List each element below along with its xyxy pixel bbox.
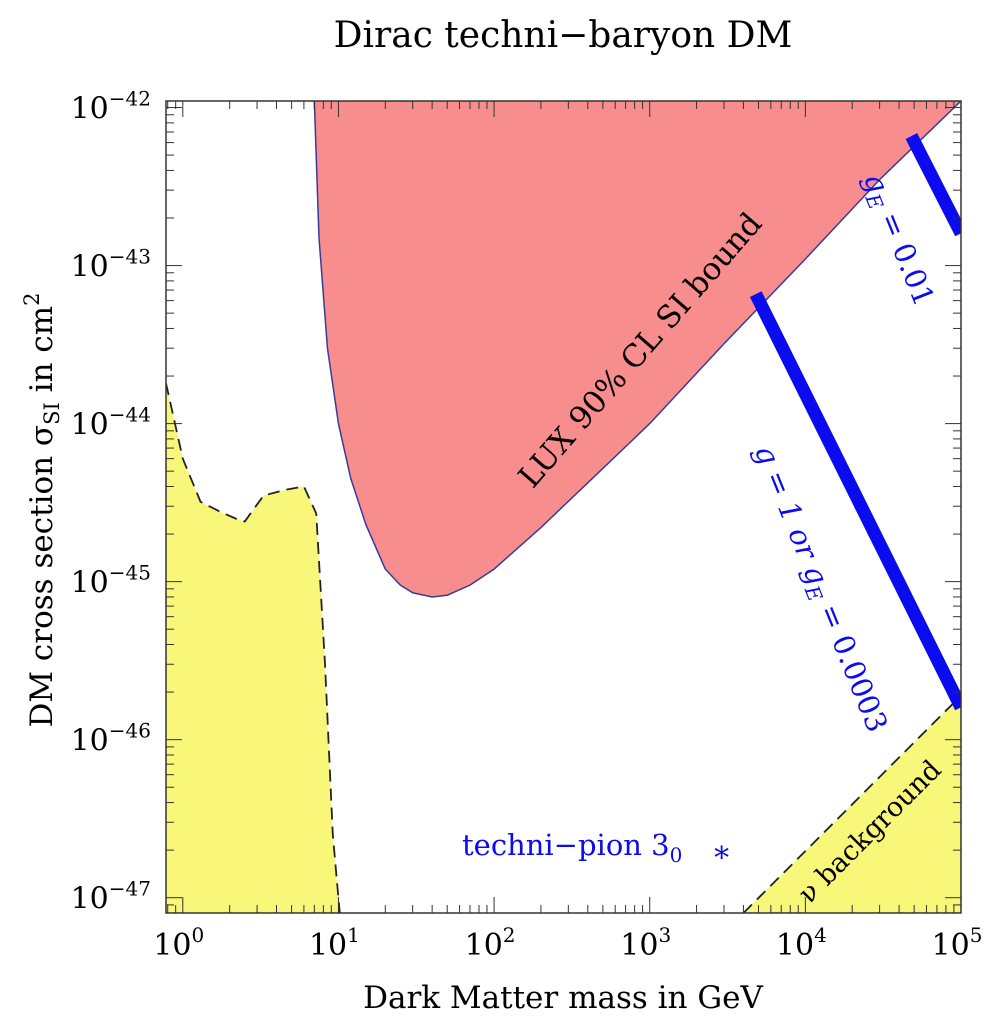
- x-axis-label: Dark Matter mass in GeV: [363, 980, 763, 1016]
- axis-ticks: [166, 101, 962, 914]
- x-tick-label: 100: [153, 923, 204, 963]
- tick-labels: 100 101 102 103 104 105 10−47 10−46 10−45 10−44 10…: [71, 87, 983, 963]
- g-band-label: g = 1 or gE = 0.0003: [744, 440, 894, 739]
- techni-pion-label-main: techni−pion 3: [462, 828, 670, 862]
- g-band-label-tail: = 0.0003: [809, 590, 895, 736]
- ge-prediction-band: [905, 133, 961, 237]
- techni-pion-marker: *: [714, 841, 729, 876]
- g-prediction-band: [749, 291, 961, 711]
- neutrino-background-region: [743, 695, 961, 913]
- neutrino-floor-low-line: [166, 383, 345, 913]
- y-tick-label: 10−44: [71, 403, 151, 443]
- techni-pion-label: techni−pion 30: [462, 828, 682, 867]
- y-tick-label: 10−47: [71, 877, 151, 917]
- x-tick-label: 101: [309, 923, 360, 963]
- y-tick-label: 10−42: [71, 87, 151, 127]
- plot-frame: [165, 100, 962, 914]
- x-tick-label: 102: [465, 923, 516, 963]
- y-axis-label-sub: SI: [40, 402, 64, 425]
- lux-boundary-line: [313, 101, 961, 598]
- ge-band-label-tail: = 0.01: [870, 199, 942, 311]
- plot-regions: [166, 101, 961, 913]
- chart-title: Dirac techni−baryon DM: [334, 15, 793, 56]
- neutrino-background-line: [742, 694, 961, 913]
- g-band-label-main: g = 1 or g: [748, 440, 835, 590]
- techni-pion-label-sub: 0: [670, 843, 683, 867]
- lux-excluded-region: [314, 101, 961, 597]
- x-tick-label: 105: [932, 923, 983, 963]
- y-tick-label: 10−46: [71, 719, 151, 759]
- y-axis-label-tail: in cm: [24, 306, 60, 402]
- y-tick-label: 10−45: [71, 561, 151, 601]
- prediction-bands: [749, 133, 961, 711]
- y-tick-label: 10−43: [71, 245, 151, 285]
- x-tick-label: 104: [776, 923, 827, 963]
- y-axis-label-main: DM cross section σ: [24, 425, 60, 728]
- ge-band-label: gE = 0.01: [853, 168, 941, 313]
- y-axis-label: DM cross section σSI in cm2: [20, 292, 64, 727]
- neutrino-floor-low-region: [166, 383, 345, 913]
- x-tick-label: 103: [620, 923, 671, 963]
- y-axis-label-sup: 2: [20, 292, 44, 305]
